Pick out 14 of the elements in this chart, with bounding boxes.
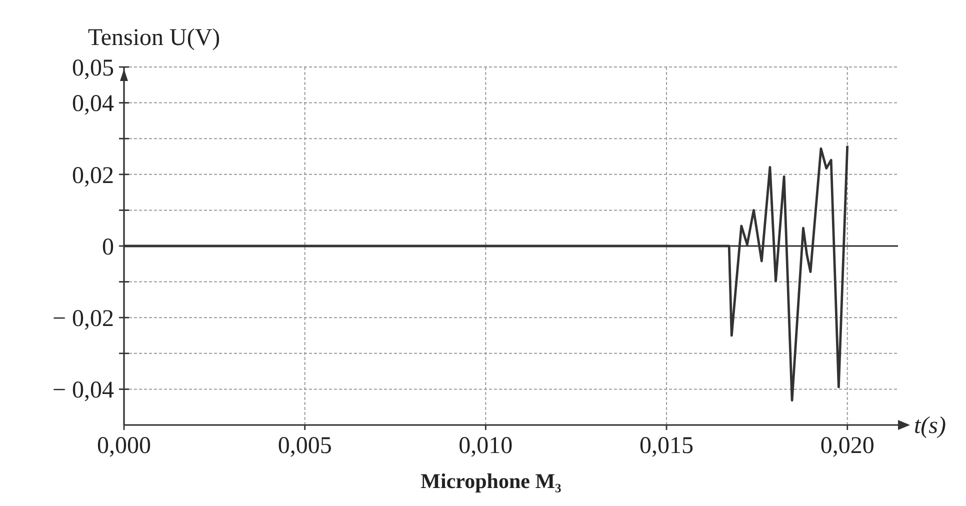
y-tick-label: 0,02 (72, 162, 114, 189)
text: Microphone M₃ (420, 469, 562, 493)
y-tick-label: − 0,04 (52, 378, 114, 404)
y-tick-label: 0,04 (72, 91, 114, 118)
x-tick-label: 0,020 (820, 433, 874, 459)
x-tick-label: 0,000 (97, 433, 151, 459)
y-tick-label: − 0,02 (52, 306, 114, 332)
x-tick-label: 0,005 (278, 433, 332, 459)
y-tick-label: 0,05 (72, 55, 114, 82)
x-tick-label: 0,010 (458, 433, 513, 459)
x-axis-title: t(s) (914, 413, 946, 439)
y-tick-label: 0 (102, 234, 114, 260)
y-axis-title: Tension U(V) (88, 25, 220, 51)
x-tick-label: 0,015 (640, 433, 694, 459)
